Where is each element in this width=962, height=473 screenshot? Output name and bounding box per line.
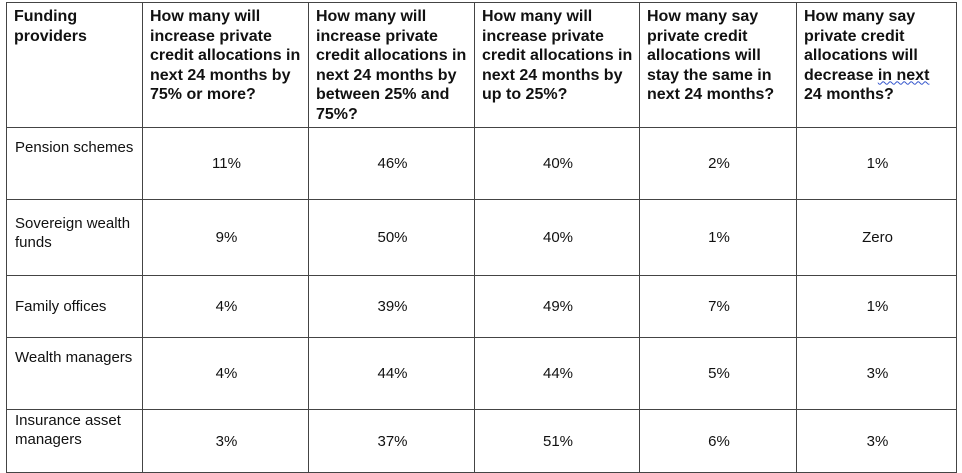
column-header-decrease-text: How many say private credit allocations … [804,8,930,103]
table-cell: 11% [142,127,309,200]
column-header-increase-25-to-75: How many will increase private credit al… [308,2,475,128]
table-cell: 2% [639,127,797,200]
header-row: Funding providers How many will increase… [6,2,957,128]
table-cell: 6% [639,409,797,473]
table-cell: Zero [796,199,957,276]
row-label: Family offices [6,275,143,338]
table-cell: 1% [796,127,957,200]
table-cell: 50% [308,199,475,276]
table-cell: 1% [796,275,957,338]
table-cell: 4% [142,275,309,338]
spellcheck-underline: in next [877,66,930,84]
table-cell: 40% [474,127,640,200]
column-header-increase-75-or-more: How many will increase private credit al… [142,2,309,128]
table-row: Family offices 4% 39% 49% 7% 1% [6,275,957,338]
table-cell: 37% [308,409,475,473]
row-label: Sovereign wealth funds [6,199,143,276]
table-row: Sovereign wealth funds 9% 50% 40% 1% Zer… [6,199,957,276]
table-cell: 51% [474,409,640,473]
row-label: Pension schemes [6,127,143,200]
table-cell: 39% [308,275,475,338]
column-header-funding-providers: Funding providers [6,2,143,128]
table-cell: 7% [639,275,797,338]
table-cell: 4% [142,337,309,410]
table-cell: 3% [796,337,957,410]
table-cell: 1% [639,199,797,276]
table-cell: 49% [474,275,640,338]
table-row: Pension schemes 11% 46% 40% 2% 1% [6,127,957,200]
row-label: Wealth managers [6,337,143,410]
column-header-stay-same: How many say private credit allocations … [639,2,797,128]
row-label: Insurance asset managers [6,409,143,473]
table-cell: 40% [474,199,640,276]
column-header-decrease: How many say private credit allocations … [796,2,957,128]
table-row: Insurance asset managers 3% 37% 51% 6% 3… [6,409,957,473]
table-cell: 3% [142,409,309,473]
column-header-increase-up-to-25: How many will increase private credit al… [474,2,640,128]
table-cell: 46% [308,127,475,200]
table-row: Wealth managers 4% 44% 44% 5% 3% [6,337,957,410]
table-cell: 3% [796,409,957,473]
table-cell: 9% [142,199,309,276]
table-cell: 5% [639,337,797,410]
private-credit-allocations-table: Funding providers How many will increase… [6,2,957,473]
table-cell: 44% [474,337,640,410]
table-cell: 44% [308,337,475,410]
